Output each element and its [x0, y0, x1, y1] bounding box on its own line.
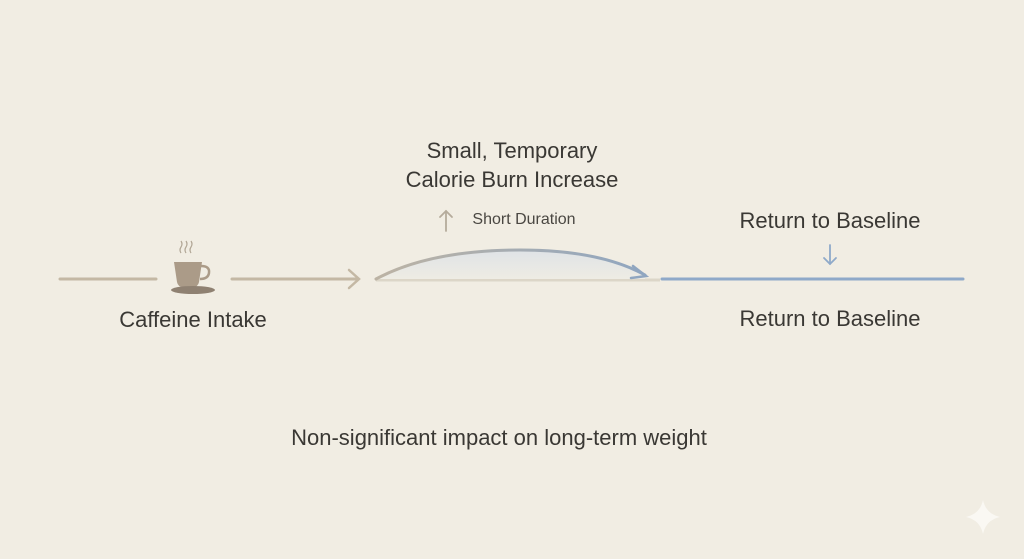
- arrow-up-icon: [439, 209, 453, 232]
- conclusion-label: Non-significant impact on long-term weig…: [291, 425, 707, 450]
- coffee-cup-icon: [171, 240, 215, 294]
- curve-arrowhead: [629, 264, 650, 280]
- arrow-down-icon: [823, 244, 837, 266]
- effect-label-line1: Small, Temporary: [426, 138, 598, 163]
- arrow-right-icon: [347, 268, 361, 290]
- cause-label: Caffeine Intake: [119, 307, 267, 332]
- return-label-bottom: Return to Baseline: [739, 306, 921, 331]
- duration-label: Short Duration: [472, 211, 576, 228]
- sparkle-icon: [966, 500, 1000, 534]
- return-label-top: Return to Baseline: [739, 208, 921, 233]
- calorie-burn-curve-fill: [376, 250, 645, 279]
- calorie-burn-curve: [374, 248, 647, 281]
- effect-label-line2: Calorie Burn Increase: [405, 167, 619, 192]
